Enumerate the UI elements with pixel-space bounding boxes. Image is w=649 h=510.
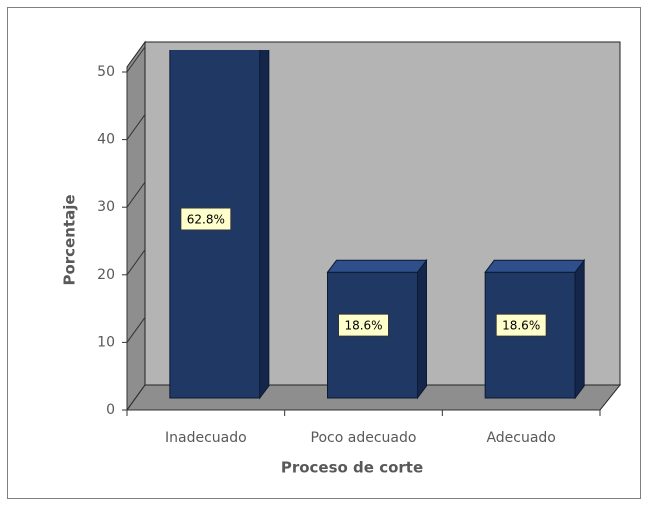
y-axis-title: Porcentaje: [61, 194, 79, 285]
value-label: 62.8%: [187, 213, 225, 227]
y-tick-label: 10: [97, 334, 115, 350]
x-axis-title: Proceso de corte: [281, 459, 423, 477]
y-tick-label: 40: [97, 132, 115, 148]
x-tick-label: Poco adecuado: [311, 430, 417, 446]
grid-line: [126, 384, 146, 411]
x-tick-label: Adecuado: [486, 430, 555, 446]
y-tick-label: 0: [106, 402, 115, 418]
grid-line: [126, 317, 146, 343]
grid-line: [126, 249, 146, 276]
y-tick-label: 20: [97, 267, 115, 283]
bar-side: [574, 258, 585, 400]
bar-side: [259, 50, 270, 400]
x-tick-label: Inadecuado: [165, 430, 247, 446]
value-label-box: [180, 207, 232, 231]
bar: [169, 50, 261, 399]
side-wall: [126, 40, 146, 412]
value-label: 18.6%: [344, 319, 382, 333]
grid-line: [126, 46, 146, 73]
value-label-box: [338, 313, 389, 337]
bar-side: [417, 258, 427, 400]
value-label: 18.6%: [502, 319, 540, 333]
bar-top: [484, 259, 586, 273]
grid-line: [126, 181, 146, 208]
y-tick-label: 30: [97, 199, 115, 215]
bar-top: [326, 259, 428, 273]
grid-line: [126, 114, 146, 140]
value-label-box: [495, 313, 547, 337]
y-tick-label: 50: [97, 64, 115, 80]
